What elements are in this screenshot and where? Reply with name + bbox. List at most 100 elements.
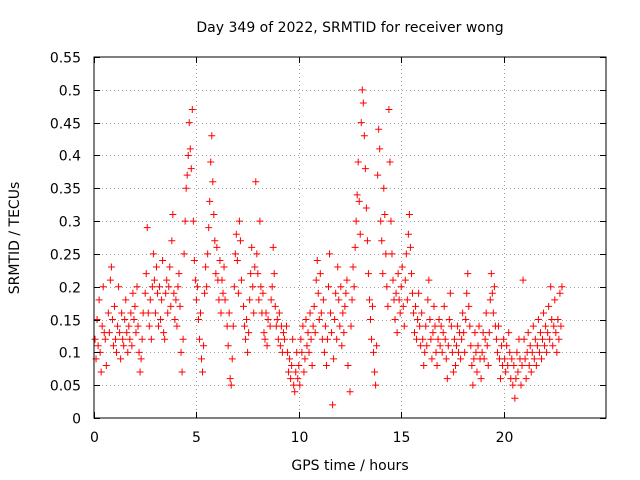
data-point — [132, 329, 140, 337]
data-point — [444, 342, 452, 350]
data-point — [532, 361, 540, 369]
data-point — [503, 342, 511, 350]
data-point — [125, 322, 133, 330]
data-point — [157, 316, 165, 324]
data-point — [316, 270, 324, 278]
data-point — [176, 302, 184, 310]
data-point — [459, 309, 467, 317]
data-point — [153, 289, 161, 297]
data-point — [399, 302, 407, 310]
data-point — [94, 342, 102, 350]
data-point — [230, 283, 238, 291]
data-point — [171, 316, 179, 324]
data-point — [426, 316, 434, 324]
data-point — [312, 276, 320, 284]
data-point — [172, 296, 180, 304]
data-point — [473, 368, 481, 376]
data-point — [292, 368, 300, 376]
data-point — [519, 276, 527, 284]
data-point — [387, 217, 395, 225]
data-point — [452, 342, 460, 350]
data-point — [130, 316, 138, 324]
data-point — [397, 283, 405, 291]
data-point — [227, 381, 235, 389]
data-point — [471, 329, 479, 337]
data-point — [121, 316, 129, 324]
data-point — [150, 276, 158, 284]
data-point — [432, 348, 440, 356]
data-point — [285, 368, 293, 376]
data-point — [97, 368, 105, 376]
data-point — [338, 342, 346, 350]
data-point — [419, 335, 427, 343]
data-point — [101, 335, 109, 343]
data-point — [417, 342, 425, 350]
data-point — [213, 243, 221, 251]
data-point — [394, 270, 402, 278]
y-tick-label: 0.5 — [59, 84, 81, 100]
data-point — [468, 361, 476, 369]
data-point — [450, 335, 458, 343]
data-point — [531, 335, 539, 343]
data-point — [215, 296, 223, 304]
data-point — [344, 361, 352, 369]
y-tick-label: 0.45 — [50, 117, 81, 133]
y-tick-label: 0.25 — [50, 248, 81, 264]
data-point — [217, 309, 225, 317]
data-point — [375, 125, 383, 133]
data-point — [379, 270, 387, 278]
data-point — [415, 289, 423, 297]
data-point — [233, 256, 241, 264]
data-point — [198, 355, 206, 363]
data-point — [279, 329, 287, 337]
data-point — [521, 355, 529, 363]
data-point — [541, 342, 549, 350]
data-point — [297, 335, 305, 343]
data-point — [381, 211, 389, 219]
data-point — [203, 283, 211, 291]
x-tick-label: 15 — [393, 430, 411, 446]
data-point — [395, 296, 403, 304]
data-point — [183, 171, 191, 179]
data-point — [402, 250, 410, 258]
data-point — [349, 263, 357, 271]
data-point — [190, 256, 198, 264]
data-point — [329, 401, 337, 409]
data-point — [544, 329, 552, 337]
data-point — [226, 375, 234, 383]
data-point — [411, 329, 419, 337]
data-point — [555, 335, 563, 343]
data-point — [95, 296, 103, 304]
data-point — [220, 263, 228, 271]
data-point — [442, 355, 450, 363]
data-point — [110, 302, 118, 310]
data-point — [478, 348, 486, 356]
data-point — [458, 335, 466, 343]
x-tick-label: 0 — [90, 430, 99, 446]
data-point — [489, 309, 497, 317]
x-tick-label: 5 — [192, 430, 201, 446]
x-tick-label: 10 — [291, 430, 309, 446]
data-point — [260, 329, 268, 337]
data-point — [273, 316, 281, 324]
data-point — [542, 322, 550, 330]
data-point — [490, 283, 498, 291]
data-point — [382, 250, 390, 258]
y-axis-label: SRMTID / TECUs — [7, 182, 23, 295]
data-point — [209, 178, 217, 186]
data-point — [355, 197, 363, 205]
data-point — [191, 276, 199, 284]
chart-title: Day 349 of 2022, SRMTID for receiver won… — [196, 20, 503, 36]
data-point — [553, 348, 561, 356]
data-point — [404, 230, 412, 238]
data-point — [257, 283, 265, 291]
data-point — [512, 375, 520, 383]
data-point — [547, 283, 555, 291]
data-point — [296, 381, 304, 389]
data-point — [436, 342, 444, 350]
data-point — [243, 316, 251, 324]
data-point — [228, 355, 236, 363]
data-point — [357, 119, 365, 127]
data-point — [551, 296, 559, 304]
data-point — [180, 250, 188, 258]
